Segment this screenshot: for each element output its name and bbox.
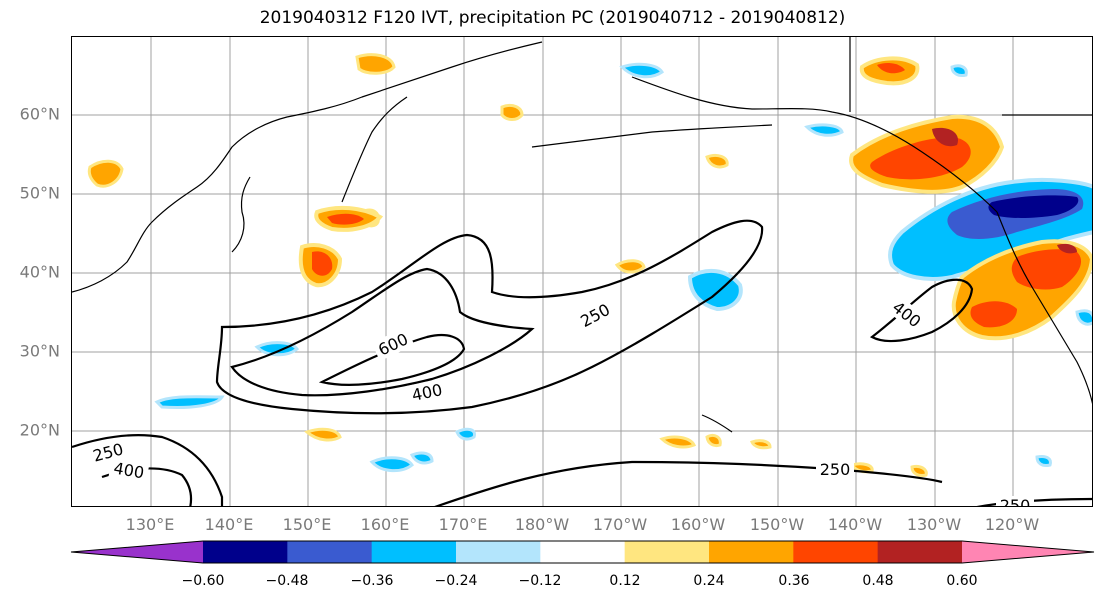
contour-label: 400 bbox=[112, 458, 145, 482]
precip-negative bbox=[409, 451, 434, 465]
precip-positive bbox=[932, 127, 958, 147]
colorbar-segment bbox=[624, 541, 710, 563]
lat-label-20n: 20°N bbox=[19, 420, 60, 440]
precip-positive bbox=[87, 159, 124, 188]
precip-negative bbox=[950, 64, 968, 77]
lon-label-150w: 150°W bbox=[749, 515, 805, 534]
lon-label-170e: 170°E bbox=[438, 515, 488, 534]
lon-label-130e: 130°E bbox=[125, 515, 175, 534]
precip-negative bbox=[619, 62, 665, 79]
precip-positive bbox=[970, 301, 1017, 328]
colorbar-segment bbox=[793, 541, 879, 563]
precip-positive bbox=[614, 259, 646, 274]
precip-positive bbox=[877, 62, 905, 74]
colorbar-segment bbox=[203, 541, 288, 563]
colorbar-outline bbox=[70, 540, 1095, 564]
contour-label: 250 bbox=[820, 460, 851, 479]
colorbar-tick: −0.36 bbox=[350, 573, 394, 589]
ivt-contour-250-tropics bbox=[434, 460, 943, 506]
colorbar-extend-low bbox=[71, 541, 203, 563]
colorbar-segment bbox=[456, 541, 541, 563]
contour-label: 250 bbox=[1000, 496, 1031, 507]
precip-negative bbox=[254, 341, 300, 357]
colorbar-segment bbox=[371, 541, 457, 563]
colorbar-tick: 0.24 bbox=[693, 573, 725, 589]
colorbar-tick: 0.12 bbox=[609, 573, 641, 589]
ivt-contour-250 bbox=[215, 219, 764, 415]
precip-negative bbox=[988, 195, 1079, 218]
colorbar-tick: 0.60 bbox=[946, 573, 978, 589]
precip-negative bbox=[1075, 309, 1092, 326]
colorbar-segment bbox=[540, 541, 626, 563]
precip-negative bbox=[154, 395, 225, 409]
lon-label-170w: 170°W bbox=[592, 515, 648, 534]
precip-positive bbox=[750, 439, 772, 450]
lon-label-140w: 140°W bbox=[827, 515, 883, 534]
colorbar-tick: 0.36 bbox=[778, 573, 810, 589]
precip-positive bbox=[910, 465, 928, 477]
colorbar bbox=[70, 540, 1095, 564]
lon-label-160e: 160°E bbox=[360, 515, 410, 534]
colorbar-tick: −0.60 bbox=[181, 573, 225, 589]
precip-positive bbox=[705, 433, 722, 448]
precip-negative bbox=[369, 456, 414, 473]
colorbar-tick: 0.48 bbox=[862, 573, 894, 589]
precip-negative bbox=[1035, 455, 1052, 467]
coastline-aleutians bbox=[531, 124, 773, 148]
precip-negative bbox=[455, 427, 477, 441]
colorbar-tick: −0.24 bbox=[434, 573, 478, 589]
precip-positive bbox=[304, 427, 342, 442]
ivt-contour-400-east bbox=[869, 278, 974, 343]
coastline-kamchatka bbox=[341, 96, 408, 203]
precip-positive bbox=[312, 251, 333, 276]
precip-shading bbox=[87, 53, 1092, 477]
coastline-na-west bbox=[996, 211, 1092, 405]
coastline-asia bbox=[72, 41, 543, 293]
coastline-hawaii bbox=[701, 414, 733, 433]
precip-negative bbox=[687, 268, 743, 312]
lon-label-130w: 130°W bbox=[906, 515, 962, 534]
map-title: 2019040312 F120 IVT, precipitation PC (2… bbox=[259, 8, 846, 28]
precip-positive bbox=[355, 53, 396, 75]
ivt-contour-250-south bbox=[72, 433, 224, 506]
precip-positive bbox=[659, 435, 697, 449]
precip-positive bbox=[327, 213, 364, 225]
coastline-alaska bbox=[631, 76, 998, 213]
precip-positive bbox=[705, 153, 729, 169]
colorbar-extend-high bbox=[962, 541, 1094, 563]
colorbar-segment bbox=[877, 541, 963, 563]
lon-label-180w: 180°W bbox=[514, 515, 570, 534]
precip-positive bbox=[1011, 249, 1082, 290]
lat-label-60n: 60°N bbox=[19, 104, 60, 124]
lat-label-30n: 30°N bbox=[19, 341, 60, 361]
precip-negative bbox=[804, 123, 844, 137]
ivt-contours bbox=[72, 219, 1092, 506]
lat-label-40n: 40°N bbox=[19, 262, 60, 282]
colorbar-segment bbox=[709, 541, 794, 563]
lon-label-120w: 120°W bbox=[984, 515, 1040, 534]
coastlines bbox=[72, 37, 1092, 433]
colorbar-tick: −0.12 bbox=[518, 573, 562, 589]
precip-positive bbox=[500, 103, 524, 121]
colorbar-segments bbox=[70, 540, 1095, 564]
precip-positive bbox=[849, 462, 874, 474]
lon-label-160w: 160°W bbox=[670, 515, 726, 534]
colorbar-tick: −0.48 bbox=[265, 573, 309, 589]
colorbar-segment bbox=[287, 541, 373, 563]
ivt-contour-400 bbox=[230, 267, 535, 397]
lon-label-140e: 140°E bbox=[204, 515, 254, 534]
coastline-japan bbox=[231, 176, 251, 253]
lon-label-150e: 150°E bbox=[282, 515, 332, 534]
contour-label-group: 250 600 400 400 250 400 250 250 bbox=[87, 294, 1034, 507]
map-canvas: 250 600 400 400 250 400 250 250 bbox=[72, 37, 1092, 507]
lat-label-50n: 50°N bbox=[19, 183, 60, 203]
precip-positive bbox=[1057, 243, 1077, 254]
map-panel: 250 600 400 400 250 400 250 250 bbox=[71, 36, 1093, 507]
